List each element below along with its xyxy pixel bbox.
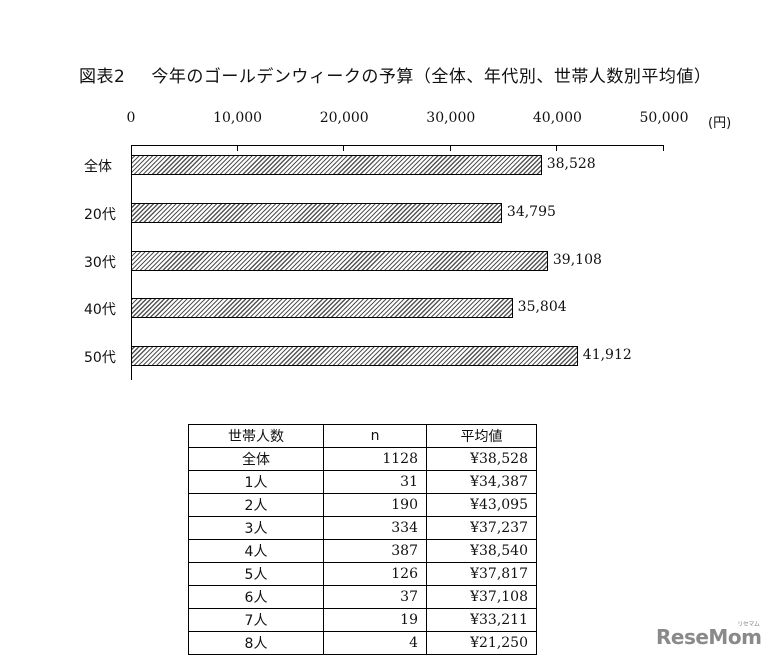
cell-average: ¥21,250 bbox=[426, 631, 537, 655]
cell-n: 19 bbox=[323, 608, 427, 632]
x-tick-mark bbox=[343, 145, 345, 151]
household-size-table: 世帯人数 n 平均値 全体 1128 ¥38,528 1人 31 ¥34,387 2人 190… bbox=[188, 424, 537, 655]
cell-n: 190 bbox=[323, 493, 427, 517]
bar bbox=[131, 155, 542, 175]
x-axis-unit: (円) bbox=[708, 116, 732, 131]
bar-value-label: 38,528 bbox=[546, 156, 596, 172]
cell-household-size: 3人 bbox=[188, 516, 324, 540]
cell-n: 4 bbox=[323, 631, 427, 655]
x-tick-label: 50,000 bbox=[639, 110, 689, 126]
cell-average: ¥38,528 bbox=[426, 447, 537, 471]
table-header-row: 世帯人数 n 平均値 bbox=[188, 424, 537, 448]
cell-n: 31 bbox=[323, 470, 427, 494]
x-tick-mark bbox=[236, 145, 238, 151]
x-tick-label: 10,000 bbox=[213, 110, 263, 126]
cell-household-size: 8人 bbox=[188, 631, 324, 655]
table-row: 2人 190 ¥43,095 bbox=[188, 493, 537, 517]
table-row: 4人 387 ¥38,540 bbox=[188, 539, 537, 563]
header-n: n bbox=[323, 424, 427, 448]
table-row: 1人 31 ¥34,387 bbox=[188, 470, 537, 494]
category-label: 50代 bbox=[84, 350, 116, 366]
cell-n: 334 bbox=[323, 516, 427, 540]
category-label: 20代 bbox=[84, 207, 116, 223]
cell-average: ¥37,817 bbox=[426, 562, 537, 586]
bar bbox=[131, 251, 548, 271]
table-row: 8人 4 ¥21,250 bbox=[188, 631, 537, 655]
header-household-size: 世帯人数 bbox=[188, 424, 324, 448]
cell-household-size: 7人 bbox=[188, 608, 324, 632]
table-row: 6人 37 ¥37,108 bbox=[188, 585, 537, 609]
table-row: 全体 1128 ¥38,528 bbox=[188, 447, 537, 471]
category-label: 全体 bbox=[84, 159, 112, 175]
bar bbox=[131, 203, 502, 223]
cell-n: 126 bbox=[323, 562, 427, 586]
cell-average: ¥37,237 bbox=[426, 516, 537, 540]
x-tick-label: 0 bbox=[126, 110, 136, 126]
table-row: 3人 334 ¥37,237 bbox=[188, 516, 537, 540]
cell-n: 1128 bbox=[323, 447, 427, 471]
bar-value-label: 39,108 bbox=[552, 252, 602, 268]
x-tick-mark bbox=[663, 145, 664, 151]
bar-value-label: 41,912 bbox=[582, 347, 632, 363]
cell-average: ¥43,095 bbox=[426, 493, 537, 517]
cell-household-size: 6人 bbox=[188, 585, 324, 609]
bar-value-label: 35,804 bbox=[517, 299, 567, 315]
resemom-logo: ReseMom リセマム bbox=[656, 621, 762, 649]
x-tick-mark bbox=[449, 145, 451, 151]
x-tick-label: 20,000 bbox=[319, 110, 369, 126]
cell-household-size: 4人 bbox=[188, 539, 324, 563]
figure-number: 図表2 bbox=[79, 67, 126, 87]
x-tick-mark bbox=[556, 145, 558, 151]
category-label: 30代 bbox=[84, 255, 116, 271]
resemom-logo-sub: リセマム bbox=[737, 621, 760, 628]
category-label: 40代 bbox=[84, 302, 116, 318]
x-tick-label: 30,000 bbox=[426, 110, 476, 126]
cell-household-size: 5人 bbox=[188, 562, 324, 586]
bar bbox=[131, 298, 513, 318]
cell-n: 387 bbox=[323, 539, 427, 563]
header-average: 平均値 bbox=[426, 424, 537, 448]
cell-household-size: 2人 bbox=[188, 493, 324, 517]
table-row: 5人 126 ¥37,817 bbox=[188, 562, 537, 586]
cell-average: ¥38,540 bbox=[426, 539, 537, 563]
cell-average: ¥34,387 bbox=[426, 470, 537, 494]
x-tick-label: 40,000 bbox=[532, 110, 582, 126]
figure-title: 図表2 今年のゴールデンウィークの予算（全体、年代別、世帯人数別平均値） bbox=[79, 62, 711, 87]
cell-household-size: 全体 bbox=[188, 447, 324, 471]
cell-n: 37 bbox=[323, 585, 427, 609]
x-axis-line bbox=[131, 145, 664, 146]
table-row: 7人 19 ¥33,211 bbox=[188, 608, 537, 632]
figure-title-text: 今年のゴールデンウィークの予算（全体、年代別、世帯人数別平均値） bbox=[151, 67, 712, 87]
cell-average: ¥33,211 bbox=[426, 608, 537, 632]
cell-household-size: 1人 bbox=[188, 470, 324, 494]
cell-average: ¥37,108 bbox=[426, 585, 537, 609]
bar bbox=[131, 346, 578, 366]
bar-value-label: 34,795 bbox=[506, 204, 556, 220]
